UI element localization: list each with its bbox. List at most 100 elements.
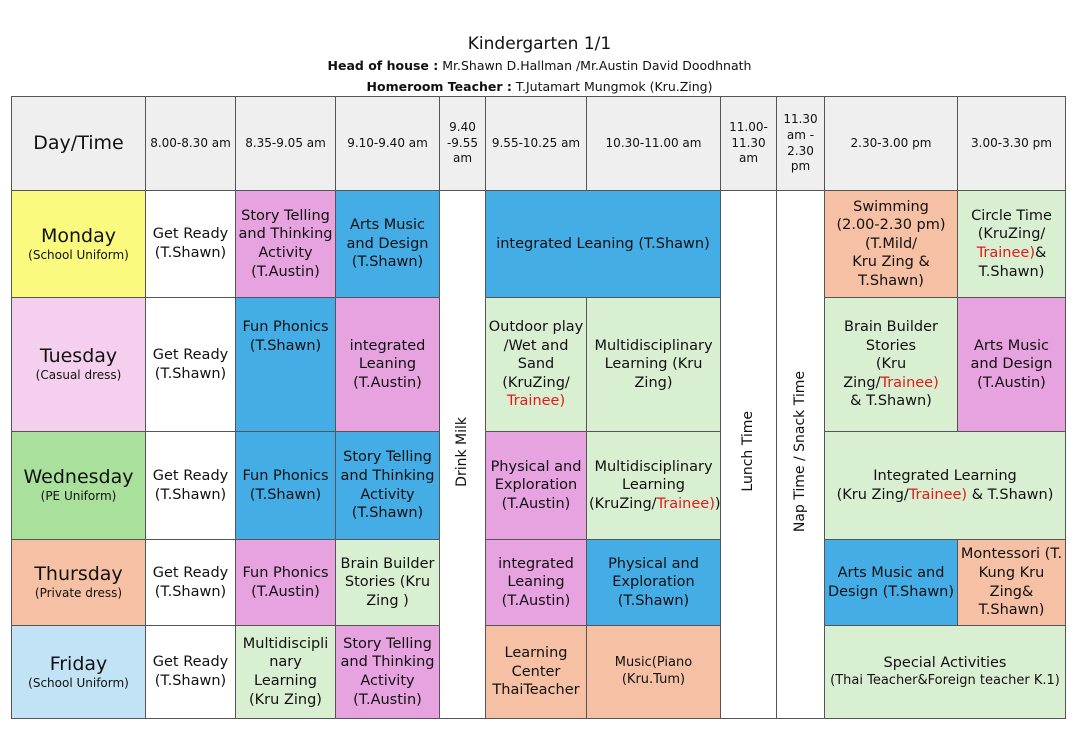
- trainee-text: Trainee): [908, 486, 968, 503]
- day-cell-thursday: Thursday (Private dress): [11, 539, 146, 626]
- cell-line: Special Activities: [883, 655, 1007, 672]
- day-name: Tuesday: [39, 345, 118, 368]
- cell-line: (2.00-2.30 pm): [836, 217, 946, 234]
- homeroom-teacher-label: Homeroom Teacher :: [366, 79, 512, 94]
- activity-cell: Learning Center ThaiTeacher: [485, 625, 587, 719]
- activity-cell: Multidisciplinary Learning (KruZing/Trai…: [586, 431, 721, 540]
- cell-line: (Thai Teacher&Foreign teacher K.1): [830, 672, 1060, 688]
- activity-cell: Outdoor play /Wet and Sand (KruZing/ Tra…: [485, 297, 587, 432]
- day-cell-tuesday: Tuesday (Casual dress): [11, 297, 146, 432]
- activity-cell: Arts Music and Design (T.Shawn): [824, 539, 958, 626]
- row-monday: Monday (School Uniform) Get Ready (T.Sha…: [11, 190, 1066, 719]
- cell-line: Integrated Learning: [873, 467, 1017, 484]
- day-name: Wednesday: [23, 466, 134, 489]
- cell-line: (KruZing/Trainee)): [589, 495, 721, 514]
- time-header-row: Day/Time 8.00-8.30 am 8.35-9.05 am 9.10-…: [11, 96, 1066, 191]
- cell-line: Brain Builder Stories: [844, 319, 938, 354]
- activity-cell: Music(Piano (Kru.Tum): [586, 625, 721, 719]
- cell-text: ): [714, 495, 721, 512]
- day-cell-friday: Friday (School Uniform): [11, 625, 146, 719]
- drink-milk-label: Drink Milk: [453, 416, 470, 487]
- time-slot-6: 10.30-11.00 am: [586, 96, 721, 191]
- cell-line: Fun Phonics: [242, 319, 329, 335]
- activity-cell: integrated Leaning (T.Shawn): [485, 190, 721, 298]
- activity-cell: integrated Leaning (T.Austin): [335, 297, 440, 432]
- activity-cell: Arts Music and Design (T.Shawn): [335, 190, 440, 298]
- cell-line: Swimming: [853, 198, 929, 215]
- time-slot-5: 9.55-10.25 am: [485, 96, 587, 191]
- day-dress: (School Uniform): [28, 675, 129, 690]
- time-slot-9: 2.30-3.00 pm: [824, 96, 958, 191]
- activity-cell: Physical and Exploration (T.Shawn): [586, 539, 721, 626]
- cell-text: &: [1034, 245, 1047, 261]
- day-cell-monday: Monday (School Uniform): [11, 190, 146, 298]
- activity-cell: Story Telling and Thinking Activity (T.A…: [235, 190, 336, 298]
- homeroom-teacher: Homeroom Teacher : T.Jutamart Mungmok (K…: [0, 79, 1079, 94]
- trainee-text: Trainee): [880, 374, 939, 391]
- nap-time-cell: Nap Time / Snack Time: [776, 190, 825, 719]
- activity-cell: Fun Phonics (T.Shawn): [235, 431, 336, 540]
- trainee-text: Trainee): [976, 245, 1035, 261]
- timetable: Day/Time 8.00-8.30 am 8.35-9.05 am 9.10-…: [11, 96, 1066, 719]
- row-wednesday: Wednesday (PE Uniform) Get Ready (T.Shaw…: [11, 431, 1066, 540]
- activity-cell: Fun Phonics (T.Austin): [235, 539, 336, 626]
- day-dress: (School Uniform): [28, 247, 129, 262]
- cell-line: Trainee)&: [960, 244, 1063, 263]
- day-dress: (Private dress): [34, 586, 123, 601]
- time-slot-8: 11.30 am - 2.30 pm: [776, 96, 825, 191]
- drink-milk-cell: Drink Milk: [439, 190, 486, 719]
- cell-text: (Kru Zing/: [836, 486, 909, 503]
- activity-cell: Get Ready (T.Shawn): [145, 539, 236, 626]
- head-of-house: Head of house : Mr.Shawn D.Hallman /Mr.A…: [0, 58, 1079, 73]
- activity-cell: Circle Time (KruZing/ Trainee)& T.Shawn): [957, 190, 1066, 298]
- time-slot-3: 9.10-9.40 am: [335, 96, 440, 191]
- cell-line: T.Shawn): [978, 263, 1045, 280]
- cell-line: Multidisciplinary Learning: [594, 458, 713, 494]
- activity-cell: Get Ready (T.Shawn): [145, 625, 236, 719]
- cell-line: Kru Zing &: [852, 254, 930, 271]
- trainee-text: Trainee): [506, 393, 566, 410]
- cell-line: (T.Shawn): [249, 337, 322, 354]
- time-slot-4: 9.40 -9.55 am: [439, 96, 486, 191]
- cell-line: (Kru Zing/Trainee) & T.Shawn): [827, 486, 1063, 505]
- day-dress: (Casual dress): [35, 368, 122, 383]
- cell-text: (KruZing/: [589, 495, 657, 512]
- time-slot-7: 11.00-11.30 am: [720, 96, 777, 191]
- day-time-header: Day/Time: [11, 96, 146, 191]
- lunch-time-cell: Lunch Time: [720, 190, 777, 719]
- day-dress: (PE Uniform): [40, 489, 117, 504]
- lunch-time-label: Lunch Time: [739, 411, 756, 493]
- activity-cell: Special Activities (Thai Teacher&Foreign…: [824, 625, 1066, 719]
- cell-line: (Kru Zing/Trainee): [827, 355, 955, 392]
- nap-time-label: Nap Time / Snack Time: [791, 371, 808, 533]
- schedule-title: Kindergarten 1/1: [467, 34, 612, 54]
- day-name: Thursday: [34, 563, 123, 586]
- cell-line: (T.Mild/: [864, 235, 918, 252]
- activity-cell: Swimming (2.00-2.30 pm) (T.Mild/ Kru Zin…: [824, 190, 958, 298]
- cell-line: (KruZing/: [977, 226, 1046, 243]
- activity-cell: Brain Builder Stories (Kru Zing/Trainee)…: [824, 297, 958, 432]
- day-cell-wednesday: Wednesday (PE Uniform): [11, 431, 146, 540]
- activity-cell: Get Ready (T.Shawn): [145, 190, 236, 298]
- activity-cell: Story Telling and Thinking Activity (T.A…: [335, 625, 440, 719]
- time-slot-10: 3.00-3.30 pm: [957, 96, 1066, 191]
- activity-cell: Multidiscipli nary Learning (Kru Zing): [235, 625, 336, 719]
- activity-cell: Multidisciplinary Learning (Kru Zing): [586, 297, 721, 432]
- homeroom-teacher-value: T.Jutamart Mungmok (Kru.Zing): [515, 79, 713, 94]
- activity-cell: integrated Leaning (T.Austin): [485, 539, 587, 626]
- row-thursday: Thursday (Private dress) Get Ready (T.Sh…: [11, 539, 1066, 626]
- cell-text: & T.Shawn): [967, 486, 1054, 503]
- row-tuesday: Tuesday (Casual dress) Get Ready (T.Shaw…: [11, 297, 1066, 432]
- activity-cell: Arts Music and Design (T.Austin): [957, 297, 1066, 432]
- trainee-text: Trainee): [656, 495, 715, 512]
- activity-cell: Physical and Exploration (T.Austin): [485, 431, 587, 540]
- activity-cell: Story Telling and Thinking Activity (T.S…: [335, 431, 440, 540]
- activity-cell: Integrated Learning (Kru Zing/Trainee) &…: [824, 431, 1066, 540]
- day-name: Friday: [49, 652, 108, 675]
- cell-text: (Kru Zing/: [843, 356, 907, 391]
- day-name: Monday: [40, 224, 116, 247]
- time-slot-1: 8.00-8.30 am: [145, 96, 236, 191]
- activity-cell: Brain Builder Stories (Kru Zing ): [335, 539, 440, 626]
- cell-line: Circle Time: [971, 207, 1052, 224]
- row-friday: Friday (School Uniform) Get Ready (T.Sha…: [11, 625, 1066, 719]
